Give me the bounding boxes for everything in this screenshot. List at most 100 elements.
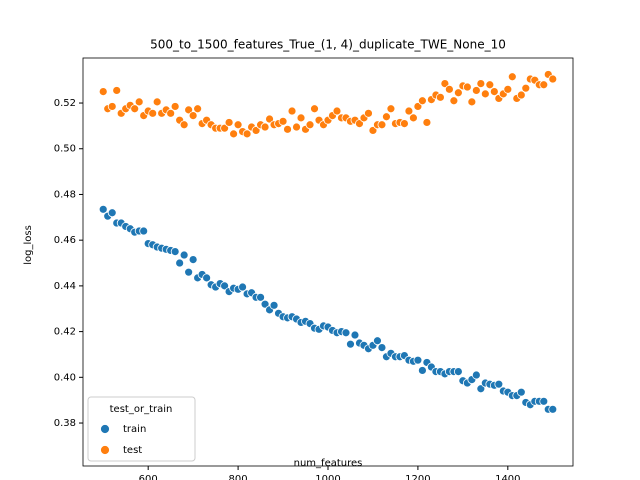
- point: [233, 120, 243, 130]
- point: [453, 367, 463, 377]
- x-tick-label: 800: [229, 474, 248, 480]
- point: [107, 208, 117, 218]
- point: [346, 339, 355, 349]
- y-tick-label: 0.44: [54, 281, 76, 292]
- point: [413, 102, 423, 111]
- point: [440, 79, 450, 88]
- legend-box: [87, 396, 196, 462]
- point: [269, 300, 279, 310]
- point: [260, 299, 270, 309]
- point: [148, 108, 158, 118]
- point: [494, 379, 504, 389]
- point: [453, 88, 463, 98]
- point: [489, 87, 499, 96]
- point: [418, 366, 427, 375]
- point: [134, 97, 144, 107]
- point: [350, 330, 360, 340]
- point: [480, 89, 490, 99]
- y-tick-label: 0.42: [54, 327, 76, 338]
- point: [310, 104, 319, 114]
- x-axis-label: num_features: [294, 458, 363, 469]
- series-0: [98, 204, 558, 414]
- point: [98, 87, 108, 96]
- point: [107, 102, 117, 111]
- point: [139, 226, 149, 236]
- point: [184, 267, 194, 277]
- x-tick-label: 1400: [495, 474, 520, 480]
- point: [224, 118, 234, 127]
- point: [170, 247, 180, 257]
- point: [400, 119, 409, 128]
- plot-frame: [82, 57, 574, 467]
- y-tick-label: 0.38: [54, 418, 76, 429]
- y-tick-label: 0.50: [54, 144, 76, 155]
- point: [152, 97, 162, 107]
- point: [444, 84, 454, 94]
- x-tick-label: 1000: [315, 474, 340, 480]
- point: [382, 112, 391, 122]
- x-tick-label: 600: [139, 474, 158, 480]
- legend-marker: [100, 445, 110, 455]
- point: [377, 120, 387, 130]
- point: [341, 328, 351, 338]
- point: [467, 97, 477, 107]
- y-tick-label: 0.52: [54, 98, 76, 109]
- point: [283, 124, 292, 134]
- point: [476, 79, 486, 88]
- point: [476, 384, 486, 394]
- point: [507, 72, 517, 82]
- point: [265, 114, 274, 124]
- point: [287, 106, 297, 116]
- point: [503, 84, 513, 94]
- point: [112, 86, 122, 95]
- point: [418, 96, 427, 106]
- point: [296, 113, 306, 123]
- legend-label: test: [123, 445, 142, 456]
- point: [220, 281, 230, 291]
- point: [98, 204, 108, 214]
- point: [539, 396, 549, 406]
- chart-title: 500_to_1500_features_True_(1, 4)_duplica…: [150, 38, 506, 52]
- point: [242, 129, 252, 139]
- point: [332, 106, 342, 116]
- point: [251, 126, 261, 135]
- point: [548, 74, 558, 84]
- point: [238, 282, 247, 292]
- point: [179, 250, 189, 260]
- point: [278, 116, 288, 126]
- point: [166, 108, 176, 118]
- point: [292, 122, 301, 132]
- point: [260, 122, 270, 132]
- point: [516, 90, 526, 100]
- point: [355, 119, 364, 128]
- y-tick-label: 0.40: [54, 372, 76, 383]
- point: [485, 80, 495, 90]
- x-tick-label: 1200: [405, 474, 430, 480]
- point: [413, 355, 423, 365]
- point: [364, 108, 373, 118]
- y-tick-label: 0.46: [54, 235, 76, 246]
- point: [409, 113, 418, 123]
- point: [471, 370, 481, 380]
- point: [516, 387, 526, 397]
- point: [305, 120, 315, 130]
- point: [229, 129, 238, 139]
- point: [184, 105, 194, 115]
- y-axis-label: log_loss: [23, 225, 34, 265]
- point: [521, 83, 531, 93]
- point: [188, 111, 198, 120]
- point: [471, 86, 481, 95]
- point: [386, 104, 396, 114]
- point: [368, 126, 378, 135]
- point: [170, 102, 180, 111]
- point: [175, 258, 185, 268]
- point: [548, 404, 558, 414]
- legend-marker: [100, 424, 110, 434]
- point: [539, 80, 549, 90]
- point: [193, 104, 203, 114]
- y-tick-label: 0.48: [54, 189, 76, 200]
- point: [256, 292, 265, 302]
- point: [449, 96, 459, 106]
